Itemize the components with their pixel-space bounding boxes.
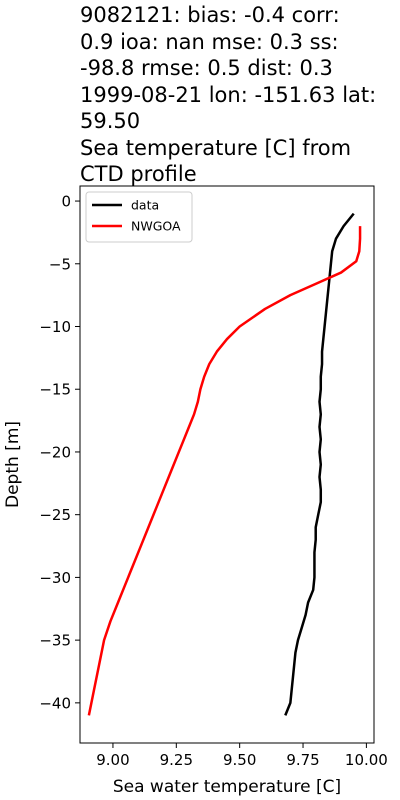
plot-frame: [79, 185, 375, 744]
legend: data NWGOA: [85, 191, 193, 243]
x-tick-label: 9.00: [96, 751, 129, 769]
title-line: -98.8 rmse: 0.5 dist: 0.3: [80, 56, 333, 80]
y-axis-label: Depth [m]: [3, 421, 23, 508]
title-line: 59.50: [80, 109, 141, 133]
y-tick-label: −10: [39, 318, 71, 336]
title-line: 9082121: bias: -0.4 corr:: [80, 3, 340, 27]
x-tick-label: 10.00: [345, 751, 388, 769]
y-tick-label: −35: [39, 632, 71, 650]
y-tick-label: −20: [39, 443, 71, 461]
y-tick-label: −15: [39, 381, 71, 399]
y-tick-label: −25: [39, 506, 71, 524]
y-tick-label: −30: [39, 569, 71, 587]
x-tick-label: 9.25: [160, 751, 193, 769]
series-line-data: [284, 212, 355, 716]
legend-label-data: data: [131, 198, 159, 213]
chart-title: 9082121: bias: -0.4 corr: 0.9 ioa: nan m…: [80, 2, 398, 188]
legend-label-nwgoa: NWGOA: [131, 219, 181, 234]
y-tick-label: −40: [39, 694, 71, 712]
y-tick-label: −5: [49, 255, 71, 273]
x-tick-label: 9.50: [223, 751, 256, 769]
series-line-nwgoa: [87, 226, 362, 716]
x-axis-label: Sea water temperature [C]: [113, 777, 341, 797]
title-line: Sea temperature [C] from: [80, 135, 352, 160]
series-layer: [87, 212, 362, 716]
title-line: 1999-08-21 lon: -151.63 lat:: [80, 82, 377, 107]
x-tick-label: 9.75: [286, 751, 319, 769]
x-axis: 9.00 9.25 9.50 9.75 10.00: [96, 743, 388, 769]
title-line: CTD profile: [80, 162, 197, 186]
y-tick-label: 0: [61, 193, 71, 211]
y-axis: 0 −5 −10 −15 −20 −25 −30 −35 −40: [39, 193, 80, 712]
title-line: 0.9 ioa: nan mse: 0.3 ss:: [80, 29, 339, 54]
